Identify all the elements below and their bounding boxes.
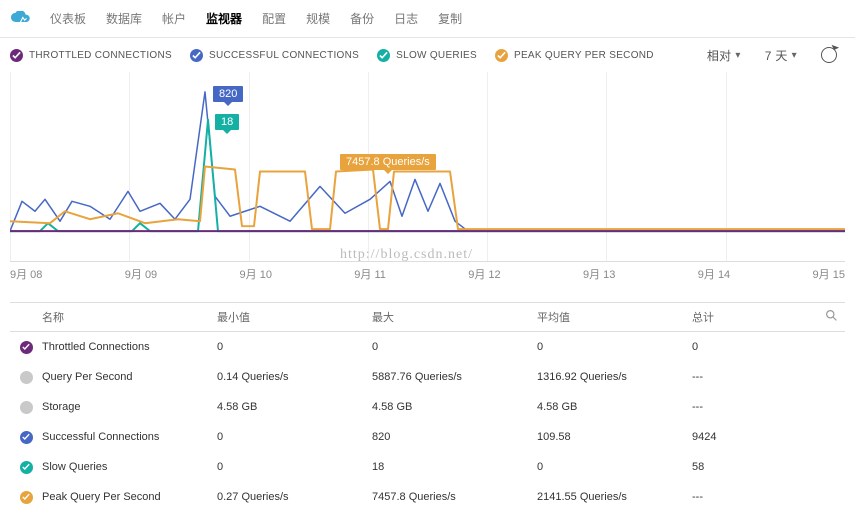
row-avg: 2141.55 Queries/s xyxy=(537,491,692,503)
header-total: 总计 xyxy=(692,309,817,325)
nav-item-3[interactable]: 监视器 xyxy=(206,6,242,31)
search-icon[interactable] xyxy=(817,309,845,325)
header-name: 名称 xyxy=(42,309,217,325)
nav-item-7[interactable]: 日志 xyxy=(394,6,418,31)
axis-label: 9月 13 xyxy=(583,266,615,282)
legend-item-1[interactable]: SUCCESSFUL CONNECTIONS xyxy=(190,49,359,62)
nav-item-0[interactable]: 仪表板 xyxy=(50,6,86,31)
row-min: 0.14 Queries/s xyxy=(217,371,372,383)
table-row[interactable]: Successful Connections0820109.589424 xyxy=(10,422,845,452)
mode-selector[interactable]: 相对▾ xyxy=(707,47,741,64)
row-total: 9424 xyxy=(692,431,817,443)
metrics-table: 名称 最小值 最大 平均值 总计 Throttled Connections00… xyxy=(10,302,845,512)
axis-label: 9月 08 xyxy=(10,266,42,282)
nav-item-5[interactable]: 规模 xyxy=(306,6,330,31)
legend-dot-icon xyxy=(495,49,508,62)
row-name: Query Per Second xyxy=(42,371,217,383)
row-avg: 0 xyxy=(537,341,692,353)
header-min: 最小值 xyxy=(217,309,372,325)
legend-label: THROTTLED CONNECTIONS xyxy=(29,50,172,61)
row-total: 58 xyxy=(692,461,817,473)
axis-label: 9月 11 xyxy=(354,266,386,282)
chevron-down-icon: ▾ xyxy=(735,50,740,61)
row-max: 4.58 GB xyxy=(372,401,537,413)
legend-label: SLOW QUERIES xyxy=(396,50,477,61)
nav-item-1[interactable]: 数据库 xyxy=(106,6,142,31)
axis-label: 9月 14 xyxy=(698,266,730,282)
table-row[interactable]: Throttled Connections0000 xyxy=(10,332,845,362)
row-dot-icon xyxy=(20,341,33,354)
row-avg: 4.58 GB xyxy=(537,401,692,413)
axis-label: 9月 09 xyxy=(125,266,157,282)
nav-tabs: 仪表板数据库帐户监视器配置规模备份日志复制 xyxy=(50,6,462,31)
row-name: Peak Query Per Second xyxy=(42,491,217,503)
row-min: 4.58 GB xyxy=(217,401,372,413)
axis-label: 9月 10 xyxy=(240,266,272,282)
header-max: 最大 xyxy=(372,309,537,325)
legend-dot-icon xyxy=(10,49,23,62)
row-name: Storage xyxy=(42,401,217,413)
row-min: 0 xyxy=(217,461,372,473)
row-avg: 1316.92 Queries/s xyxy=(537,371,692,383)
legend-item-2[interactable]: SLOW QUERIES xyxy=(377,49,477,62)
row-max: 0 xyxy=(372,341,537,353)
legend-label: PEAK QUERY PER SECOND xyxy=(514,50,654,61)
cloud-logo-icon xyxy=(10,11,32,27)
legend-row: THROTTLED CONNECTIONS SUCCESSFUL CONNECTI… xyxy=(0,38,855,72)
axis-label: 9月 15 xyxy=(813,266,845,282)
range-selector[interactable]: 7 天▾ xyxy=(765,47,797,64)
table-row[interactable]: Peak Query Per Second0.27 Queries/s7457.… xyxy=(10,482,845,512)
legend-dot-icon xyxy=(190,49,203,62)
legend-label: SUCCESSFUL CONNECTIONS xyxy=(209,50,359,61)
top-nav-bar: 仪表板数据库帐户监视器配置规模备份日志复制 xyxy=(0,0,855,38)
row-name: Successful Connections xyxy=(42,431,217,443)
chart-callout: 820 xyxy=(213,86,243,102)
row-max: 820 xyxy=(372,431,537,443)
row-max: 18 xyxy=(372,461,537,473)
nav-item-2[interactable]: 帐户 xyxy=(162,6,186,31)
nav-item-8[interactable]: 复制 xyxy=(438,6,462,31)
row-total: --- xyxy=(692,401,817,413)
nav-item-4[interactable]: 配置 xyxy=(262,6,286,31)
header-avg: 平均值 xyxy=(537,309,692,325)
table-row[interactable]: Query Per Second0.14 Queries/s5887.76 Qu… xyxy=(10,362,845,392)
row-avg: 109.58 xyxy=(537,431,692,443)
table-row[interactable]: Storage4.58 GB4.58 GB4.58 GB--- xyxy=(10,392,845,422)
row-total: --- xyxy=(692,371,817,383)
chevron-down-icon: ▾ xyxy=(792,50,797,61)
row-name: Throttled Connections xyxy=(42,341,217,353)
row-dot-icon xyxy=(20,401,33,414)
metrics-chart: 820187457.8 Queries/s http://blog.csdn.n… xyxy=(10,72,845,262)
chart-callout: 7457.8 Queries/s xyxy=(340,154,436,170)
row-total: 0 xyxy=(692,341,817,353)
x-axis: 9月 08 9月 09 9月 10 9月 11 9月 12 9月 13 9月 14 9月 15 xyxy=(0,262,855,282)
row-dot-icon xyxy=(20,461,33,474)
row-avg: 0 xyxy=(537,461,692,473)
row-max: 7457.8 Queries/s xyxy=(372,491,537,503)
row-dot-icon xyxy=(20,491,33,504)
legend-dot-icon xyxy=(377,49,390,62)
table-row[interactable]: Slow Queries018058 xyxy=(10,452,845,482)
row-max: 5887.76 Queries/s xyxy=(372,371,537,383)
row-min: 0.27 Queries/s xyxy=(217,491,372,503)
row-dot-icon xyxy=(20,431,33,444)
legend-item-0[interactable]: THROTTLED CONNECTIONS xyxy=(10,49,172,62)
row-total: --- xyxy=(692,491,817,503)
chart-callout: 18 xyxy=(215,114,239,130)
axis-label: 9月 12 xyxy=(468,266,500,282)
row-dot-icon xyxy=(20,371,33,384)
table-header: 名称 最小值 最大 平均值 总计 xyxy=(10,302,845,332)
legend-item-3[interactable]: PEAK QUERY PER SECOND xyxy=(495,49,654,62)
refresh-icon[interactable] xyxy=(821,47,837,63)
row-min: 0 xyxy=(217,431,372,443)
nav-item-6[interactable]: 备份 xyxy=(350,6,374,31)
row-min: 0 xyxy=(217,341,372,353)
row-name: Slow Queries xyxy=(42,461,217,473)
